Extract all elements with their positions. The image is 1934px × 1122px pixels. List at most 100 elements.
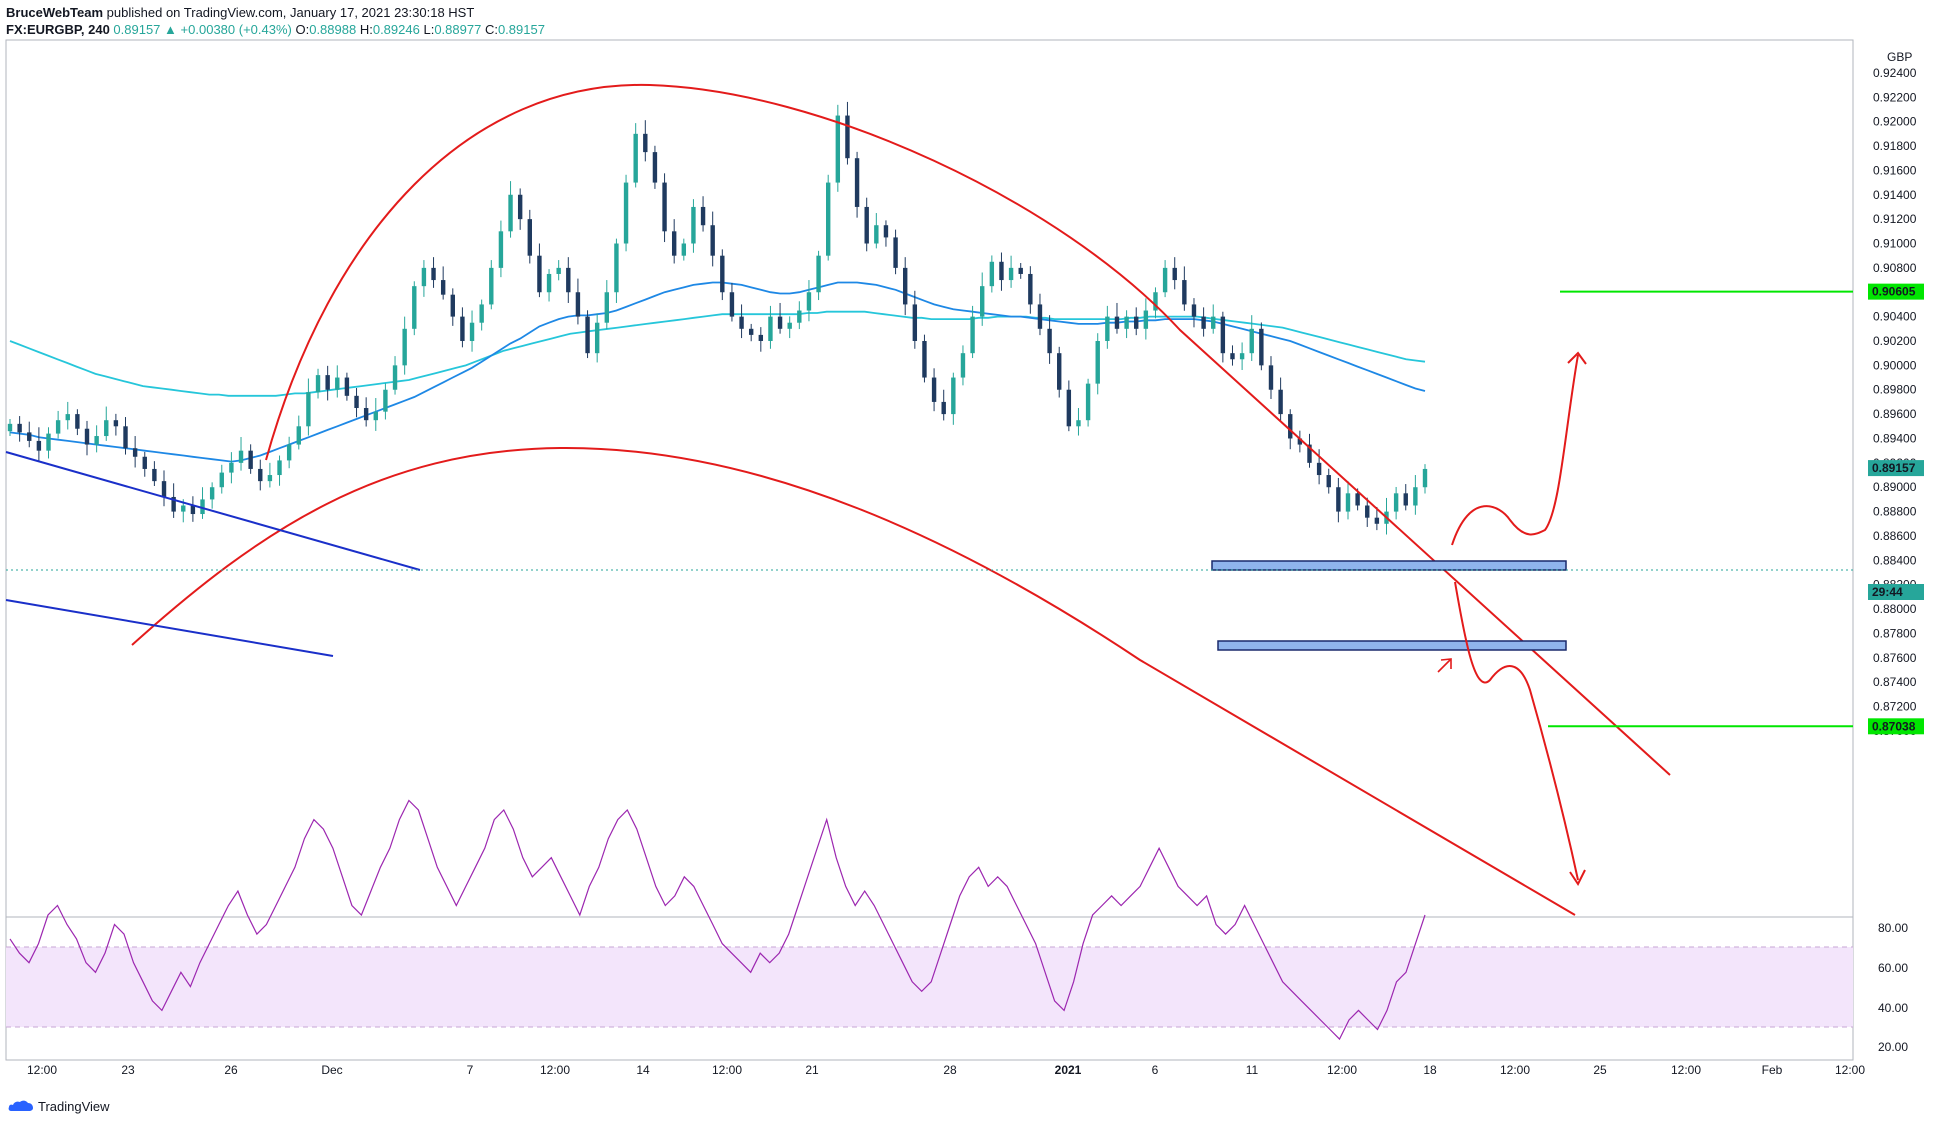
price-tick-label: 0.87400: [1873, 675, 1917, 689]
candle-body: [643, 133, 648, 153]
candle-body: [1355, 493, 1360, 506]
price-tag-bg: [1868, 584, 1924, 600]
candle-body: [1403, 493, 1408, 506]
candle-body: [1393, 493, 1399, 512]
candle-body: [633, 133, 638, 183]
symbol-label[interactable]: FX:EURGBP, 240: [6, 22, 110, 37]
channel-lower-line: [5, 599, 334, 657]
time-tick-label: 6: [1152, 1063, 1159, 1077]
price-tick-label: 0.87200: [1873, 700, 1917, 714]
time-tick-label: 7: [467, 1063, 474, 1077]
rsi-tick-label: 60.00: [1878, 961, 1908, 975]
time-tick-label: 28: [943, 1063, 957, 1077]
time-axis[interactable]: 12:00 23 26 Dec 7 12:00 14 12:00 21 28 2021 6 11 12:0…: [27, 1063, 1865, 1077]
time-tick-label: 21: [805, 1063, 819, 1077]
candle-body: [489, 267, 494, 305]
rsi-axis[interactable]: 80.00 60.00 40.00 20.00: [1878, 921, 1908, 1054]
candle-body: [604, 292, 610, 323]
price-tick-label: 0.92000: [1873, 115, 1917, 129]
price-tick-label: 0.92200: [1873, 90, 1917, 104]
footer-brand[interactable]: TradingView: [38, 1098, 110, 1114]
time-tick-label: 12:00: [540, 1063, 570, 1077]
candle-body: [1345, 493, 1351, 512]
candle-body: [267, 475, 273, 482]
time-tick-label: 25: [1593, 1063, 1607, 1077]
price-tag-bg: [1868, 460, 1924, 477]
high-value: 0.89246: [372, 22, 420, 37]
candle-body: [845, 115, 850, 159]
time-tick-label: 2021: [1055, 1063, 1082, 1077]
candle-body: [219, 472, 224, 488]
footer: TradingView: [8, 1098, 110, 1114]
candle-body: [825, 182, 831, 256]
candle-body: [1172, 267, 1177, 281]
candle-body: [286, 444, 292, 461]
candle-body: [373, 411, 378, 421]
price-tag-label: 0.89157: [1872, 461, 1916, 475]
small-arrow: [1437, 658, 1452, 673]
candle-body: [893, 237, 898, 268]
price-tick-label: 0.87800: [1873, 626, 1917, 640]
candle-body: [758, 334, 764, 341]
channel-upper-line: [5, 451, 421, 571]
price-tick-label: 0.89600: [1873, 407, 1917, 421]
ema-fast-line: [9, 281, 1426, 463]
candle-body: [1374, 517, 1380, 524]
time-tick-label: 12:00: [27, 1063, 57, 1077]
candle-body: [306, 392, 311, 427]
candle-body: [546, 273, 552, 293]
candle-body: [277, 460, 282, 476]
candle-body: [989, 261, 995, 287]
candle-body: [1153, 292, 1158, 311]
lower-arc: [131, 446, 1576, 916]
open-label: O:: [295, 22, 310, 37]
close-label: C:: [484, 22, 498, 37]
low-value: 0.88977: [434, 22, 482, 37]
candle-body: [335, 377, 340, 390]
candle-body: [652, 152, 658, 183]
price-tick-label: 0.88400: [1873, 553, 1917, 567]
price-tick-label: 0.88000: [1873, 602, 1917, 616]
rsi-tick-label: 20.00: [1878, 1040, 1908, 1054]
price-tag-label: 0.87038: [1872, 719, 1916, 733]
candle-body: [671, 231, 677, 256]
price-tag-bg: [1868, 283, 1924, 300]
candle-body: [1191, 304, 1197, 317]
rsi-tick-label: 40.00: [1878, 1001, 1908, 1015]
candle-body: [874, 225, 879, 244]
candle-body: [960, 353, 966, 378]
candle-body: [585, 316, 590, 354]
candle-body: [17, 423, 22, 433]
time-tick-label: 26: [224, 1063, 238, 1077]
candle-body: [258, 468, 263, 482]
candle-body: [1201, 316, 1206, 329]
price-tick-label: 0.91600: [1873, 163, 1917, 177]
bullish-arrowhead: [1567, 351, 1587, 365]
candle-body: [903, 267, 908, 305]
candle-body: [922, 340, 927, 378]
price-tick-label: 0.90400: [1873, 310, 1917, 324]
rsi-line: [9, 799, 1426, 1041]
price-tick-label: 0.91400: [1873, 188, 1917, 202]
candle-body: [1018, 267, 1023, 274]
tradingview-logo-icon: [8, 1100, 33, 1111]
candle-body: [614, 243, 619, 293]
candle-body: [517, 194, 523, 220]
price-axis[interactable]: 0.92400 0.92200 0.92000 0.91800 0.91600 0.914…: [1873, 66, 1917, 738]
price-tick-label: 0.92400: [1873, 66, 1917, 80]
candle-body: [508, 194, 513, 232]
candle-body: [835, 115, 841, 183]
bullish-projection: [1451, 354, 1579, 546]
resistance-box: [1211, 560, 1567, 571]
candle-body: [296, 426, 301, 445]
candle-body: [402, 328, 407, 366]
candle-body: [325, 375, 330, 390]
candle-body: [854, 158, 860, 207]
price-tick-label: 0.91800: [1873, 139, 1917, 153]
author-name[interactable]: BruceWebTeam: [6, 5, 104, 20]
drawings: [5, 83, 1853, 916]
open-value: 0.88988: [309, 22, 357, 37]
candle-body: [1066, 389, 1072, 427]
candle-body: [662, 182, 667, 232]
